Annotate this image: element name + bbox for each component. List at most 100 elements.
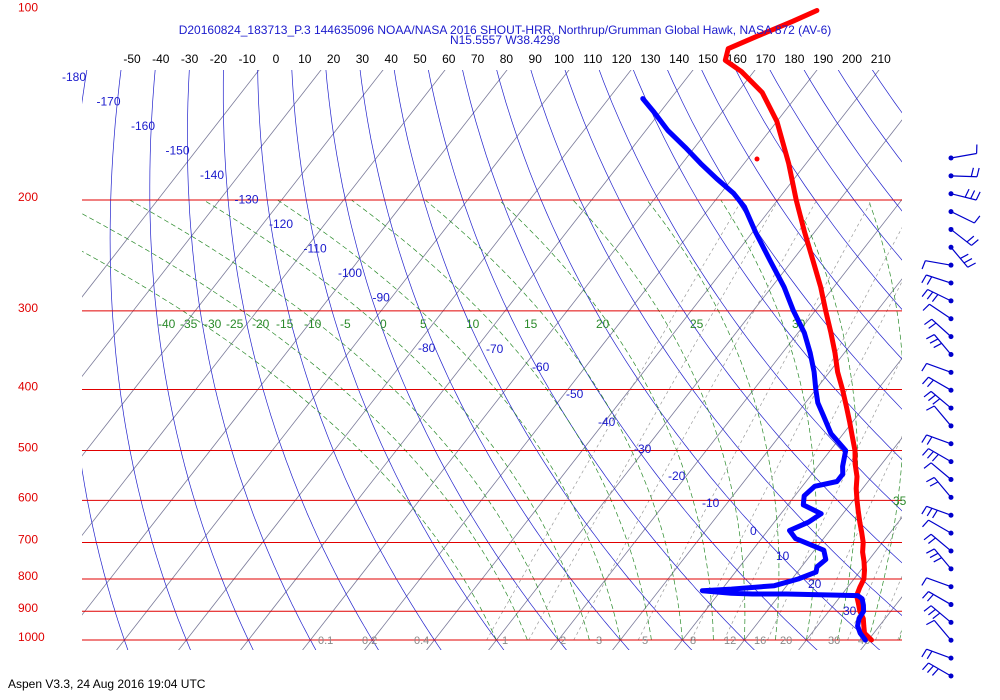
moist-adiabat-label: -10 bbox=[304, 317, 322, 331]
moist-adiabat-label: 15 bbox=[524, 317, 538, 331]
moist-adiabat-label: 20 bbox=[596, 317, 610, 331]
wind-barb-staff bbox=[930, 533, 952, 552]
potential-temp-label: -150 bbox=[166, 144, 190, 158]
dry-adiabat-line bbox=[187, 70, 317, 650]
isobar-label: 900 bbox=[18, 601, 38, 615]
wind-barb-staff bbox=[931, 318, 952, 338]
top-axis-tick-label: 190 bbox=[813, 52, 833, 66]
wind-barb-flag bbox=[926, 507, 933, 517]
dry-adiabat-line bbox=[291, 70, 505, 650]
wind-barb-flag bbox=[921, 274, 927, 284]
moist-adiabat-label: -30 bbox=[204, 317, 222, 331]
mixing-ratio-label: 3 bbox=[596, 635, 602, 647]
wind-barb-staff bbox=[925, 260, 952, 266]
dry-adiabat-line bbox=[257, 70, 442, 650]
mixing-ratio-line bbox=[969, 200, 1000, 640]
wind-barb-staff bbox=[926, 505, 952, 516]
dry-adiabat-label: -80 bbox=[418, 341, 436, 355]
dry-adiabat-line bbox=[735, 70, 902, 310]
dry-adiabat-label: -20 bbox=[668, 469, 686, 483]
wind-barb-staff bbox=[926, 434, 952, 445]
dry-adiabat-line bbox=[428, 70, 755, 650]
moist-adiabat-line bbox=[930, 200, 1000, 640]
wind-barb-staff bbox=[928, 591, 952, 606]
mixing-ratio-label: 0.4 bbox=[414, 635, 429, 647]
dewpoint-profile bbox=[640, 96, 868, 643]
wind-barb-flag bbox=[926, 405, 935, 411]
top-axis-tick-label: 30 bbox=[356, 52, 370, 66]
moist-adiabat-label: -35 bbox=[180, 317, 198, 331]
wind-barb-flag bbox=[929, 552, 939, 559]
dry-adiabat-line bbox=[598, 70, 902, 512]
wind-barb-flag bbox=[923, 462, 932, 469]
dry-adiabat-line bbox=[393, 70, 693, 650]
top-axis-tick-label: 90 bbox=[529, 52, 543, 66]
wind-barb-flag bbox=[926, 665, 934, 673]
moist-adiabat-line bbox=[203, 199, 590, 641]
moist-adiabat-label: -40 bbox=[158, 317, 176, 331]
wind-barb-staff bbox=[933, 619, 952, 641]
potential-temp-label: -90 bbox=[373, 291, 391, 305]
moist-adiabat-line bbox=[720, 199, 817, 641]
top-axis-tick-label: -20 bbox=[210, 52, 228, 66]
potential-temp-label: -110 bbox=[304, 242, 327, 256]
wind-barb-flag bbox=[926, 276, 933, 285]
wind-barb-flag bbox=[933, 557, 942, 563]
wind-barb-staff bbox=[950, 193, 977, 201]
wind-barb-flag bbox=[922, 448, 929, 456]
mixing-ratio-line bbox=[486, 199, 743, 641]
isotherm-line bbox=[116, 70, 570, 650]
isobar-label: 1000 bbox=[18, 630, 45, 644]
wind-barb-flag bbox=[970, 190, 976, 199]
wind-barb-flag bbox=[923, 605, 932, 612]
top-axis-tick-label: 60 bbox=[442, 52, 456, 66]
wind-barb-flag bbox=[931, 294, 939, 302]
isotherm-line bbox=[178, 70, 632, 650]
dry-adiabat-line bbox=[837, 70, 902, 163]
wind-barb-flag bbox=[921, 434, 928, 443]
moist-adiabat-line bbox=[424, 199, 683, 641]
potential-temp-label: -180 bbox=[62, 70, 86, 84]
isobar-label: 100 bbox=[18, 1, 38, 15]
dry-adiabat-line bbox=[530, 70, 902, 616]
mixing-ratio-line bbox=[875, 575, 902, 641]
dry-adiabat-line bbox=[325, 70, 567, 650]
wind-barb-flag bbox=[922, 303, 930, 311]
wind-barb-staff bbox=[928, 448, 952, 463]
dry-adiabat-line bbox=[0, 0, 21, 653]
isotherm-line bbox=[488, 119, 902, 650]
wind-barb-flag bbox=[922, 519, 929, 528]
temperature-profile bbox=[722, 8, 874, 643]
wind-barb-flag bbox=[922, 662, 929, 671]
wind-barb-staff bbox=[930, 605, 952, 623]
wind-barb-staff bbox=[930, 462, 952, 480]
top-axis-tick-label: 180 bbox=[784, 52, 804, 66]
wind-barb-flag bbox=[926, 594, 934, 602]
top-axis-tick-label: 20 bbox=[327, 52, 341, 66]
wind-barb-staff bbox=[933, 405, 952, 427]
isotherm-line bbox=[736, 437, 902, 650]
wind-barb-flag bbox=[967, 262, 976, 268]
wind-barb-flag bbox=[923, 533, 932, 541]
top-axis-tick-label: 130 bbox=[640, 52, 660, 66]
chart-title-line2: N15.5557 W38.4298 bbox=[450, 33, 560, 47]
wind-barb-staff bbox=[950, 228, 972, 246]
dry-adiabat-line bbox=[894, 0, 1000, 653]
isotherm-line bbox=[798, 516, 902, 650]
isotherm-line bbox=[426, 70, 880, 650]
isotherm-line bbox=[82, 70, 446, 537]
moist-adiabat-line bbox=[992, 200, 1000, 640]
top-axis-tick-label: -50 bbox=[123, 52, 141, 66]
wind-barb-flag bbox=[976, 167, 980, 177]
moist-adiabat-label: -5 bbox=[340, 317, 351, 331]
top-axis-tick-label: 140 bbox=[669, 52, 689, 66]
top-axis-tick-label: 150 bbox=[698, 52, 718, 66]
moist-adiabat-line bbox=[868, 199, 902, 641]
potential-temp-label: -120 bbox=[269, 217, 293, 231]
wind-barb-flag bbox=[926, 334, 935, 340]
wind-barb-staff bbox=[926, 648, 952, 659]
isotherm-line bbox=[364, 70, 818, 650]
wind-barb-flag bbox=[921, 260, 926, 270]
wind-barb-flag bbox=[923, 390, 932, 398]
isotherm-line bbox=[240, 70, 694, 650]
